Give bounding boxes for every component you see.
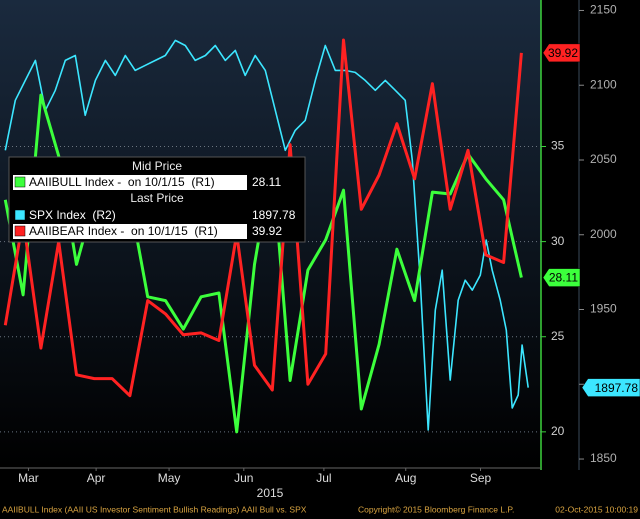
legend-group: Last Price	[130, 191, 184, 205]
legend-highlight	[13, 175, 247, 190]
last-value-label: 28.11	[549, 271, 578, 285]
legend-value: 39.92	[252, 224, 282, 238]
y2-tick-label: 2050	[590, 152, 617, 166]
legend-swatch	[14, 209, 26, 221]
y2-tick-label: 1850	[590, 451, 617, 465]
x-tick-label: May	[158, 471, 181, 485]
x-tick-label: Sep	[470, 471, 492, 485]
x-tick-label: Jul	[316, 471, 331, 485]
legend-label: SPX Index (R2)	[29, 208, 116, 222]
y2-tick-label: 2150	[590, 3, 617, 17]
series-line	[3, 38, 523, 398]
y-tick-label: 30	[551, 234, 565, 248]
y-tick-label: 20	[551, 424, 565, 438]
last-value-tag	[581, 378, 640, 397]
x-tick-label: Jun	[234, 471, 253, 485]
legend-highlight	[13, 224, 247, 239]
legend-label: AAIIBEAR Index - on 10/1/15 (R1)	[29, 224, 218, 238]
y2-tick-label: 2000	[590, 227, 617, 241]
last-value-tag	[542, 43, 581, 63]
y-tick-label: 35	[551, 139, 565, 153]
series-line	[4, 39, 529, 431]
last-value-label: 1897.78	[595, 381, 639, 395]
last-value-label: 39.92	[548, 46, 578, 60]
legend-group: Mid Price	[132, 159, 182, 173]
y2-tick-label: 2100	[590, 77, 617, 91]
x-axis-label: 2015	[257, 486, 284, 500]
footer-timestamp: 02-Oct-2015 10:00:19	[555, 504, 638, 514]
last-value-tag	[542, 268, 581, 287]
legend-swatch	[14, 225, 26, 237]
x-tick-label: Aug	[395, 471, 416, 485]
legend-label: AAIIBULL Index - on 10/1/15 (R1)	[29, 175, 215, 189]
y2-tick-label: 1950	[590, 302, 617, 316]
y-tick-label: 25	[551, 329, 565, 343]
legend-swatch	[14, 176, 26, 188]
legend-value: 28.11	[252, 175, 281, 189]
footer-source: AAIIBULL Index (AAII US Investor Sentime…	[2, 504, 307, 514]
x-tick-label: Apr	[87, 471, 106, 485]
legend-value: 1897.78	[252, 208, 296, 222]
x-tick-label: Mar	[18, 471, 39, 485]
footer-copyright: Copyright© 2015 Bloomberg Finance L.P.	[358, 504, 514, 514]
